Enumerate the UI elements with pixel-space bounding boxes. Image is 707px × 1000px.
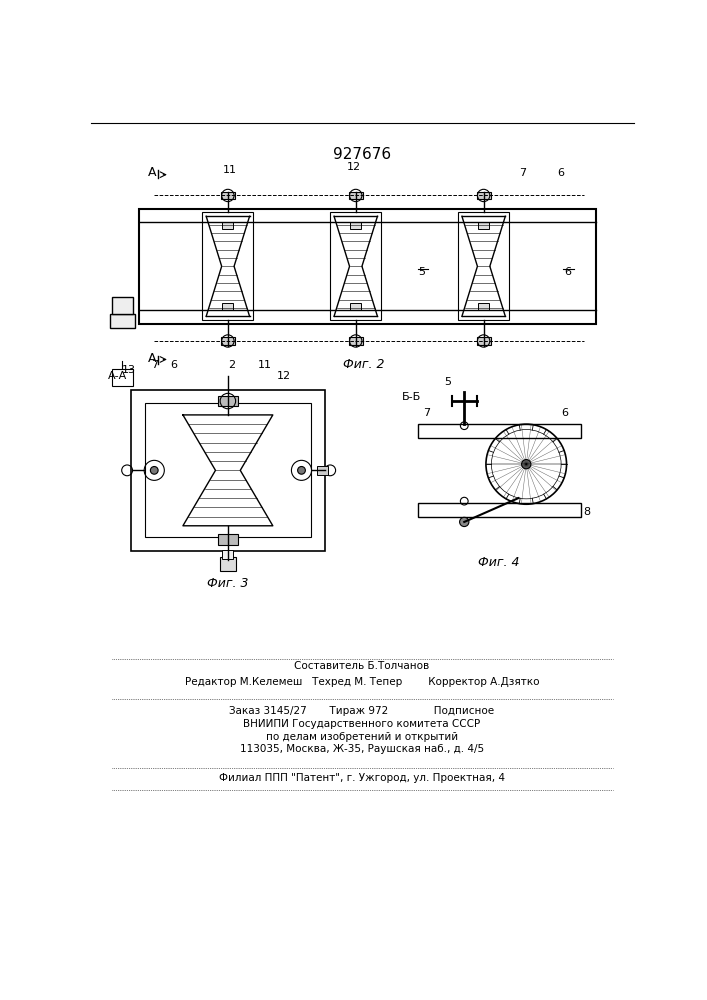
Bar	[218, 534, 238, 545]
Bar	[418, 424, 580, 438]
Text: 6: 6	[170, 360, 177, 370]
Bar	[317, 466, 328, 475]
Bar	[349, 337, 363, 345]
Bar	[223, 550, 233, 559]
Text: 13: 13	[122, 365, 136, 375]
Text: 7: 7	[151, 360, 158, 370]
Text: 2: 2	[228, 360, 235, 370]
Bar	[351, 303, 361, 310]
Bar	[220, 557, 235, 571]
Text: А: А	[148, 352, 156, 365]
Text: Филиал ППП "Патент", г. Ужгород, ул. Проектная, 4: Филиал ППП "Патент", г. Ужгород, ул. Про…	[219, 773, 505, 783]
Text: А-А: А-А	[107, 371, 127, 381]
Text: Фиг. 4: Фиг. 4	[479, 556, 520, 569]
Text: Б-Б: Б-Б	[402, 392, 421, 402]
Text: Редактор М.Келемеш   Техред М. Тепер        Корректор А.Дзятко: Редактор М.Келемеш Техред М. Тепер Корре…	[185, 677, 539, 687]
Bar	[223, 222, 233, 229]
Text: Составитель Б.Толчанов: Составитель Б.Толчанов	[294, 661, 430, 671]
Text: 6: 6	[558, 168, 565, 178]
Bar	[458, 212, 509, 320]
Text: 8: 8	[583, 507, 590, 517]
Text: 7: 7	[423, 408, 431, 418]
Bar	[131, 389, 325, 551]
Bar	[477, 337, 491, 345]
Text: по делам изобретений и открытий: по делам изобретений и открытий	[266, 732, 458, 742]
Bar	[139, 209, 596, 324]
Bar	[349, 192, 363, 199]
Bar	[221, 192, 235, 199]
Bar	[351, 222, 361, 229]
Text: 11: 11	[223, 165, 238, 175]
Text: А: А	[148, 166, 156, 179]
Text: ВНИИПИ Государственного комитета СССР: ВНИИПИ Государственного комитета СССР	[243, 719, 481, 729]
Text: Фиг. 3: Фиг. 3	[207, 577, 249, 590]
Text: 6: 6	[561, 408, 568, 418]
Text: 5: 5	[418, 267, 425, 277]
Bar	[218, 396, 238, 406]
Text: 11: 11	[258, 360, 272, 370]
Text: 927676: 927676	[333, 147, 391, 162]
Bar	[330, 212, 381, 320]
Bar	[418, 503, 580, 517]
Text: 12: 12	[347, 162, 361, 172]
Circle shape	[298, 466, 305, 474]
Circle shape	[460, 517, 469, 527]
Text: 113035, Москва, Ж-35, Раушская наб., д. 4/5: 113035, Москва, Ж-35, Раушская наб., д. …	[240, 744, 484, 754]
Text: 5: 5	[444, 377, 450, 387]
Bar	[478, 222, 489, 229]
Text: 12: 12	[276, 371, 291, 381]
Bar	[145, 403, 311, 537]
Bar	[477, 192, 491, 199]
Bar	[478, 303, 489, 310]
Bar	[110, 314, 135, 328]
Bar	[221, 337, 235, 345]
Bar	[223, 303, 233, 310]
Circle shape	[522, 460, 531, 469]
Bar	[112, 297, 134, 314]
Text: 6: 6	[563, 267, 571, 277]
Circle shape	[151, 466, 158, 474]
Text: Фиг. 2: Фиг. 2	[343, 358, 384, 371]
Bar	[112, 369, 134, 386]
Text: 7: 7	[519, 168, 526, 178]
Text: Заказ 3145/27       Тираж 972              Подписное: Заказ 3145/27 Тираж 972 Подписное	[229, 706, 494, 716]
Bar	[202, 212, 253, 320]
